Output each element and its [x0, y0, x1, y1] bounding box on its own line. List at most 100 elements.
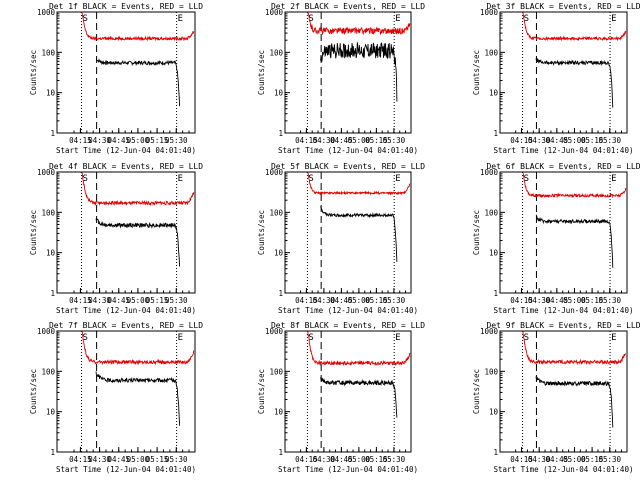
y-tick-label: 10	[274, 249, 284, 258]
y-tick-label: 10	[46, 89, 56, 98]
lld-series-line	[522, 12, 627, 42]
x-tick-label: 05:00	[348, 136, 371, 145]
y-tick-label: 10	[274, 89, 284, 98]
end-marker-label: E	[395, 174, 400, 184]
y-tick-label: 1	[493, 129, 498, 138]
panel-title: Det 5f BLACK = Events, RED = LLD	[271, 162, 425, 171]
start-marker-label: S	[308, 333, 313, 343]
x-tick-label: 05:00	[127, 136, 150, 145]
x-tick-label: 05:30	[383, 136, 406, 145]
x-tick-label: 05:00	[348, 296, 371, 305]
x-tick-label: 04:45	[107, 296, 130, 305]
x-axis-label: Start Time (12-Jun-04 04:01:40)	[494, 465, 634, 474]
end-marker-label: E	[178, 14, 183, 24]
series-group	[81, 12, 195, 107]
lld-series-line	[307, 172, 411, 196]
x-axis-label: Start Time (12-Jun-04 04:01:40)	[494, 306, 634, 315]
x-tick-label: 05:30	[165, 136, 188, 145]
x-tick-label: 04:30	[88, 296, 111, 305]
x-tick-label: 05:00	[563, 136, 586, 145]
y-axis-label: Counts/sec	[29, 369, 38, 414]
y-axis-label: Counts/sec	[472, 369, 481, 414]
x-tick-label: 04:45	[546, 455, 569, 464]
x-tick-label: 04:15	[69, 296, 92, 305]
series-group	[522, 12, 627, 108]
x-tick-label: 04:30	[528, 136, 551, 145]
y-tick-label: 1	[493, 289, 498, 298]
start-marker-label: S	[83, 174, 88, 184]
x-tick-label: 04:15	[69, 455, 92, 464]
events-series-line	[320, 206, 398, 262]
x-tick-label: 04:15	[295, 136, 318, 145]
y-tick-label: 1	[50, 129, 55, 138]
y-tick-label: 1	[493, 448, 498, 457]
panel-title: Det 3f BLACK = Events, RED = LLD	[486, 2, 640, 11]
y-tick-label: 1000	[480, 8, 499, 17]
end-marker-label: E	[611, 333, 616, 343]
detector-panel-8: Det 8f BLACK = Events, RED = LLD 1 10 100 10…	[257, 321, 425, 474]
y-tick-label: 10	[489, 408, 499, 417]
events-series-line	[95, 58, 181, 107]
panel-title: Det 7f BLACK = Events, RED = LLD	[49, 321, 203, 330]
start-marker-label: S	[524, 333, 529, 343]
y-axis: 1 10 100 1000 Counts/sec	[257, 168, 290, 298]
x-tick-label: 05:30	[383, 455, 406, 464]
start-marker-label: S	[83, 14, 88, 24]
detector-panel-9: Det 9f BLACK = Events, RED = LLD 1 10 100 10…	[472, 321, 640, 474]
panel-title: Det 6f BLACK = Events, RED = LLD	[486, 162, 640, 171]
x-tick-label: 05:30	[165, 455, 188, 464]
y-axis-label: Counts/sec	[472, 210, 481, 255]
detector-panel-3: Det 3f BLACK = Events, RED = LLD 1 10 100 10…	[472, 2, 640, 155]
x-tick-label: 05:15	[581, 455, 604, 464]
x-tick-label: 04:15	[510, 455, 533, 464]
panel-title: Det 2f BLACK = Events, RED = LLD	[271, 2, 425, 11]
y-axis-label: Counts/sec	[29, 210, 38, 255]
x-tick-label: 05:30	[598, 296, 621, 305]
series-group	[307, 12, 411, 102]
y-tick-label: 1	[278, 448, 283, 457]
x-axis-label: Start Time (12-Jun-04 04:01:40)	[278, 465, 418, 474]
events-series-line	[535, 214, 614, 268]
x-tick-label: 04:30	[88, 136, 111, 145]
y-tick-label: 10	[489, 89, 499, 98]
y-axis-label: Counts/sec	[257, 210, 266, 255]
x-tick-label: 05:15	[365, 455, 388, 464]
detector-panel-4: Det 4f BLACK = Events, RED = LLD 1 10 100 10…	[29, 162, 203, 315]
y-tick-label: 100	[41, 208, 55, 217]
x-tick-label: 04:30	[313, 455, 336, 464]
plot-frame	[56, 171, 196, 294]
x-tick-label: 05:00	[563, 296, 586, 305]
x-tick-label: 05:15	[365, 136, 388, 145]
y-tick-label: 1	[278, 289, 283, 298]
x-axis-label: Start Time (12-Jun-04 04:01:40)	[56, 465, 196, 474]
x-tick-label: 04:30	[313, 296, 336, 305]
x-axis-label: Start Time (12-Jun-04 04:01:40)	[56, 306, 196, 315]
x-tick-label: 04:45	[330, 136, 353, 145]
panel-title: Det 8f BLACK = Events, RED = LLD	[271, 321, 425, 330]
x-tick-label: 05:15	[146, 455, 169, 464]
x-tick-label: 05:30	[598, 136, 621, 145]
x-tick-label: 05:30	[383, 296, 406, 305]
y-tick-label: 10	[46, 249, 56, 258]
y-tick-label: 100	[41, 48, 55, 57]
x-tick-label: 04:30	[528, 455, 551, 464]
start-marker-label: S	[83, 333, 88, 343]
y-axis: 1 10 100 1000 Counts/sec	[472, 168, 505, 298]
y-tick-label: 100	[269, 208, 283, 217]
lld-series-line	[522, 172, 627, 199]
y-tick-label: 1000	[480, 327, 499, 336]
y-axis: 1 10 100 1000 Counts/sec	[257, 327, 290, 457]
detector-panel-5: Det 5f BLACK = Events, RED = LLD 1 10 100 10…	[257, 162, 425, 315]
y-tick-label: 1000	[265, 168, 284, 177]
x-tick-label: 05:00	[563, 455, 586, 464]
y-tick-label: 1000	[265, 8, 284, 17]
x-tick-label: 05:15	[581, 136, 604, 145]
lld-series-line	[81, 331, 195, 366]
x-tick-label: 04:30	[528, 296, 551, 305]
plot-frame	[499, 11, 628, 134]
y-tick-label: 1000	[480, 168, 499, 177]
events-series-line	[320, 41, 398, 102]
